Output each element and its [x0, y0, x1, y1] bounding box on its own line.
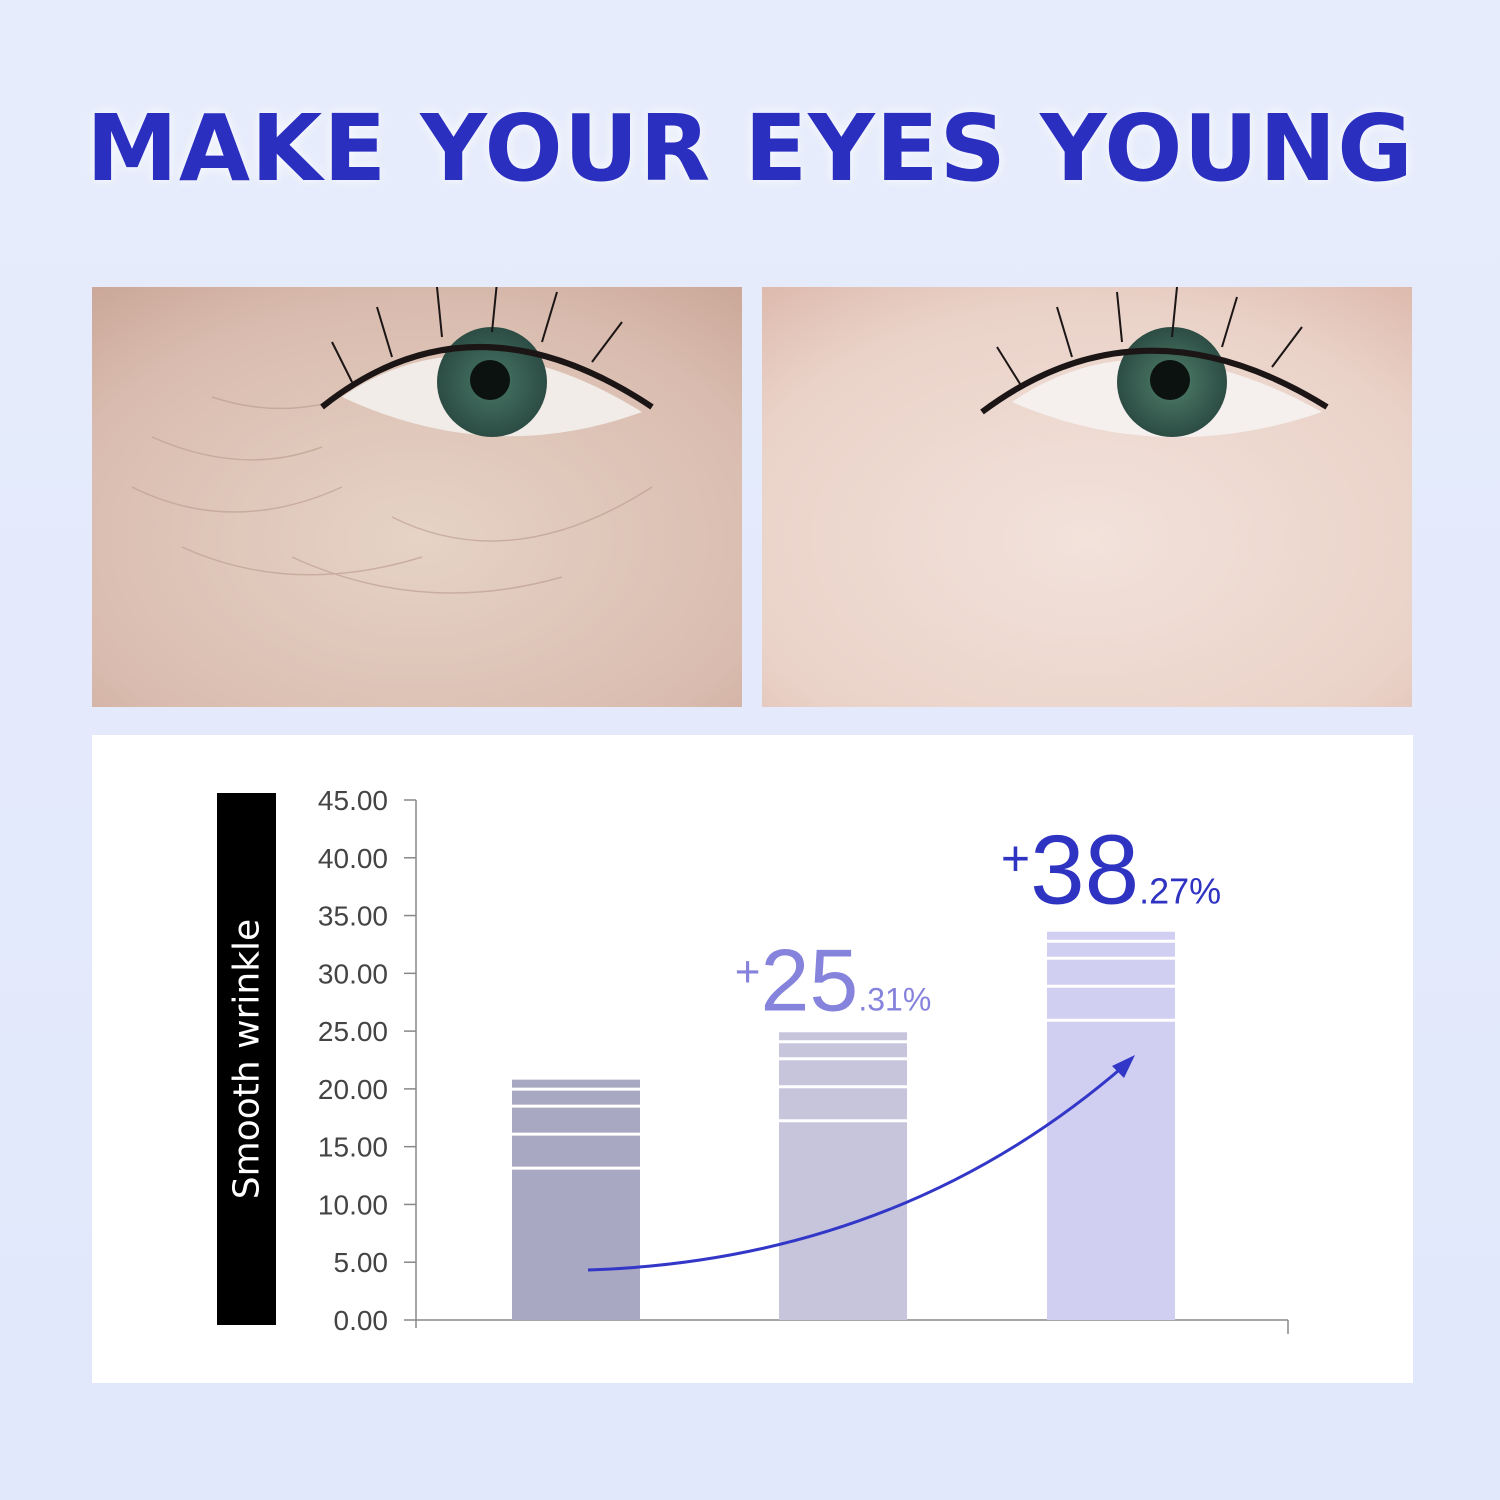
after-photo: [762, 287, 1412, 707]
bar-stripe: [512, 1087, 640, 1091]
bar-stripe: [512, 1104, 640, 1108]
y-tick-label: 20.00: [318, 1074, 388, 1105]
y-tick-label: 15.00: [318, 1132, 388, 1163]
chart-panel: [92, 735, 1413, 1383]
bar-stripe: [512, 1132, 640, 1136]
y-tick-label: 45.00: [318, 785, 388, 816]
bar-stripe: [512, 1166, 640, 1170]
bar: [1047, 931, 1175, 1320]
y-tick-label: 25.00: [318, 1016, 388, 1047]
bar-stripe: [779, 1119, 907, 1123]
trend-arrow-head: [1112, 1055, 1135, 1078]
percent-annotation: +25.31%: [735, 930, 932, 1029]
y-tick-label: 40.00: [318, 843, 388, 874]
trend-arrow: [587, 1063, 1126, 1272]
page-title: MAKE YOUR EYES YOUNG: [86, 95, 1414, 202]
y-tick-label: 35.00: [318, 901, 388, 932]
bar: [779, 1032, 907, 1320]
y-tick-label: 5.00: [334, 1247, 389, 1278]
bar-stripe: [779, 1040, 907, 1044]
percent-annotation: +38.27%: [1001, 815, 1221, 925]
y-tick-label: 10.00: [318, 1189, 388, 1220]
y-axis-label-box: Smooth wrinkle: [217, 793, 276, 1325]
bar-stripe: [1047, 1018, 1175, 1022]
bar-stripe: [1047, 984, 1175, 988]
y-tick-label: 30.00: [318, 958, 388, 989]
bar-stripe: [779, 1085, 907, 1089]
before-photo: [92, 287, 742, 707]
bar-stripe: [1047, 939, 1175, 943]
bar-stripe: [1047, 956, 1175, 960]
y-tick-label: 0.00: [334, 1305, 389, 1336]
bar: [512, 1079, 640, 1320]
bar-stripe: [779, 1057, 907, 1061]
